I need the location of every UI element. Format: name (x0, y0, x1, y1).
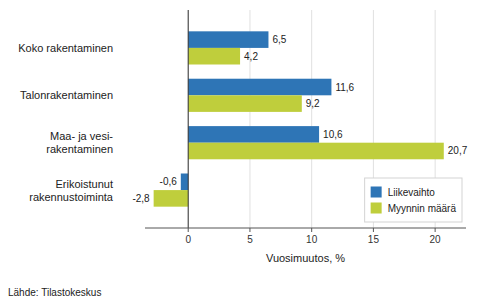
zero-line (188, 10, 189, 228)
tick-label: 15 (368, 234, 380, 245)
tick (311, 228, 312, 232)
category-label: Talonrakentaminen (20, 89, 113, 101)
category-label-line: rakennustoiminta (29, 191, 114, 203)
bar (188, 48, 240, 65)
data-label: 20,7 (448, 145, 468, 156)
legend-swatch (371, 187, 382, 198)
tick-label: 10 (306, 234, 318, 245)
tick-label: 0 (185, 234, 191, 245)
category-label-line: Koko rakentaminen (18, 42, 113, 54)
category-label: Maa- ja vesi-rakentaminen (46, 130, 113, 155)
tick (435, 228, 436, 232)
legend-label: Liikevaihto (388, 187, 436, 198)
tick (249, 228, 250, 232)
legend-swatch (371, 203, 382, 214)
data-label: 4,2 (244, 51, 258, 62)
bar (154, 190, 189, 207)
legend-box (365, 178, 462, 222)
data-label: -2,8 (132, 193, 150, 204)
tick (188, 228, 189, 232)
category-label-line: Maa- ja vesi- (50, 130, 113, 142)
bar (188, 31, 268, 48)
grid-line (188, 10, 189, 228)
tick-label: 5 (247, 234, 253, 245)
legend-label: Myynnin määrä (388, 203, 457, 214)
category-label-line: rakentaminen (46, 143, 113, 155)
data-label: -0,6 (160, 176, 178, 187)
tick-label: 20 (430, 234, 442, 245)
grid-line (311, 10, 312, 228)
x-axis (145, 228, 466, 229)
footnote: Lähde: Tilastokeskus (8, 287, 101, 298)
x-label: Vuosimuutos, % (266, 252, 345, 264)
tick (373, 228, 374, 232)
chart: -0,6 10,6 11,6 6,5 -2,8 20,7 9,2 4,2 0 5 10 15 20 Vuo… (0, 0, 493, 304)
data-label: 10,6 (323, 129, 343, 140)
data-label: 6,5 (272, 34, 286, 45)
legend: Liikevaihto Myynnin määrä (365, 178, 462, 222)
data-label: 9,2 (306, 98, 320, 109)
bar (188, 126, 319, 143)
bar (181, 174, 188, 191)
category-label-line: Erikoistunut (56, 178, 113, 190)
data-label: 11,6 (335, 82, 354, 93)
category-label: Koko rakentaminen (18, 42, 113, 54)
bar (188, 143, 444, 160)
category-label: Erikoistunutrakennustoiminta (29, 178, 114, 203)
category-label-line: Talonrakentaminen (20, 89, 113, 101)
bar (188, 95, 302, 112)
bar (188, 79, 331, 96)
